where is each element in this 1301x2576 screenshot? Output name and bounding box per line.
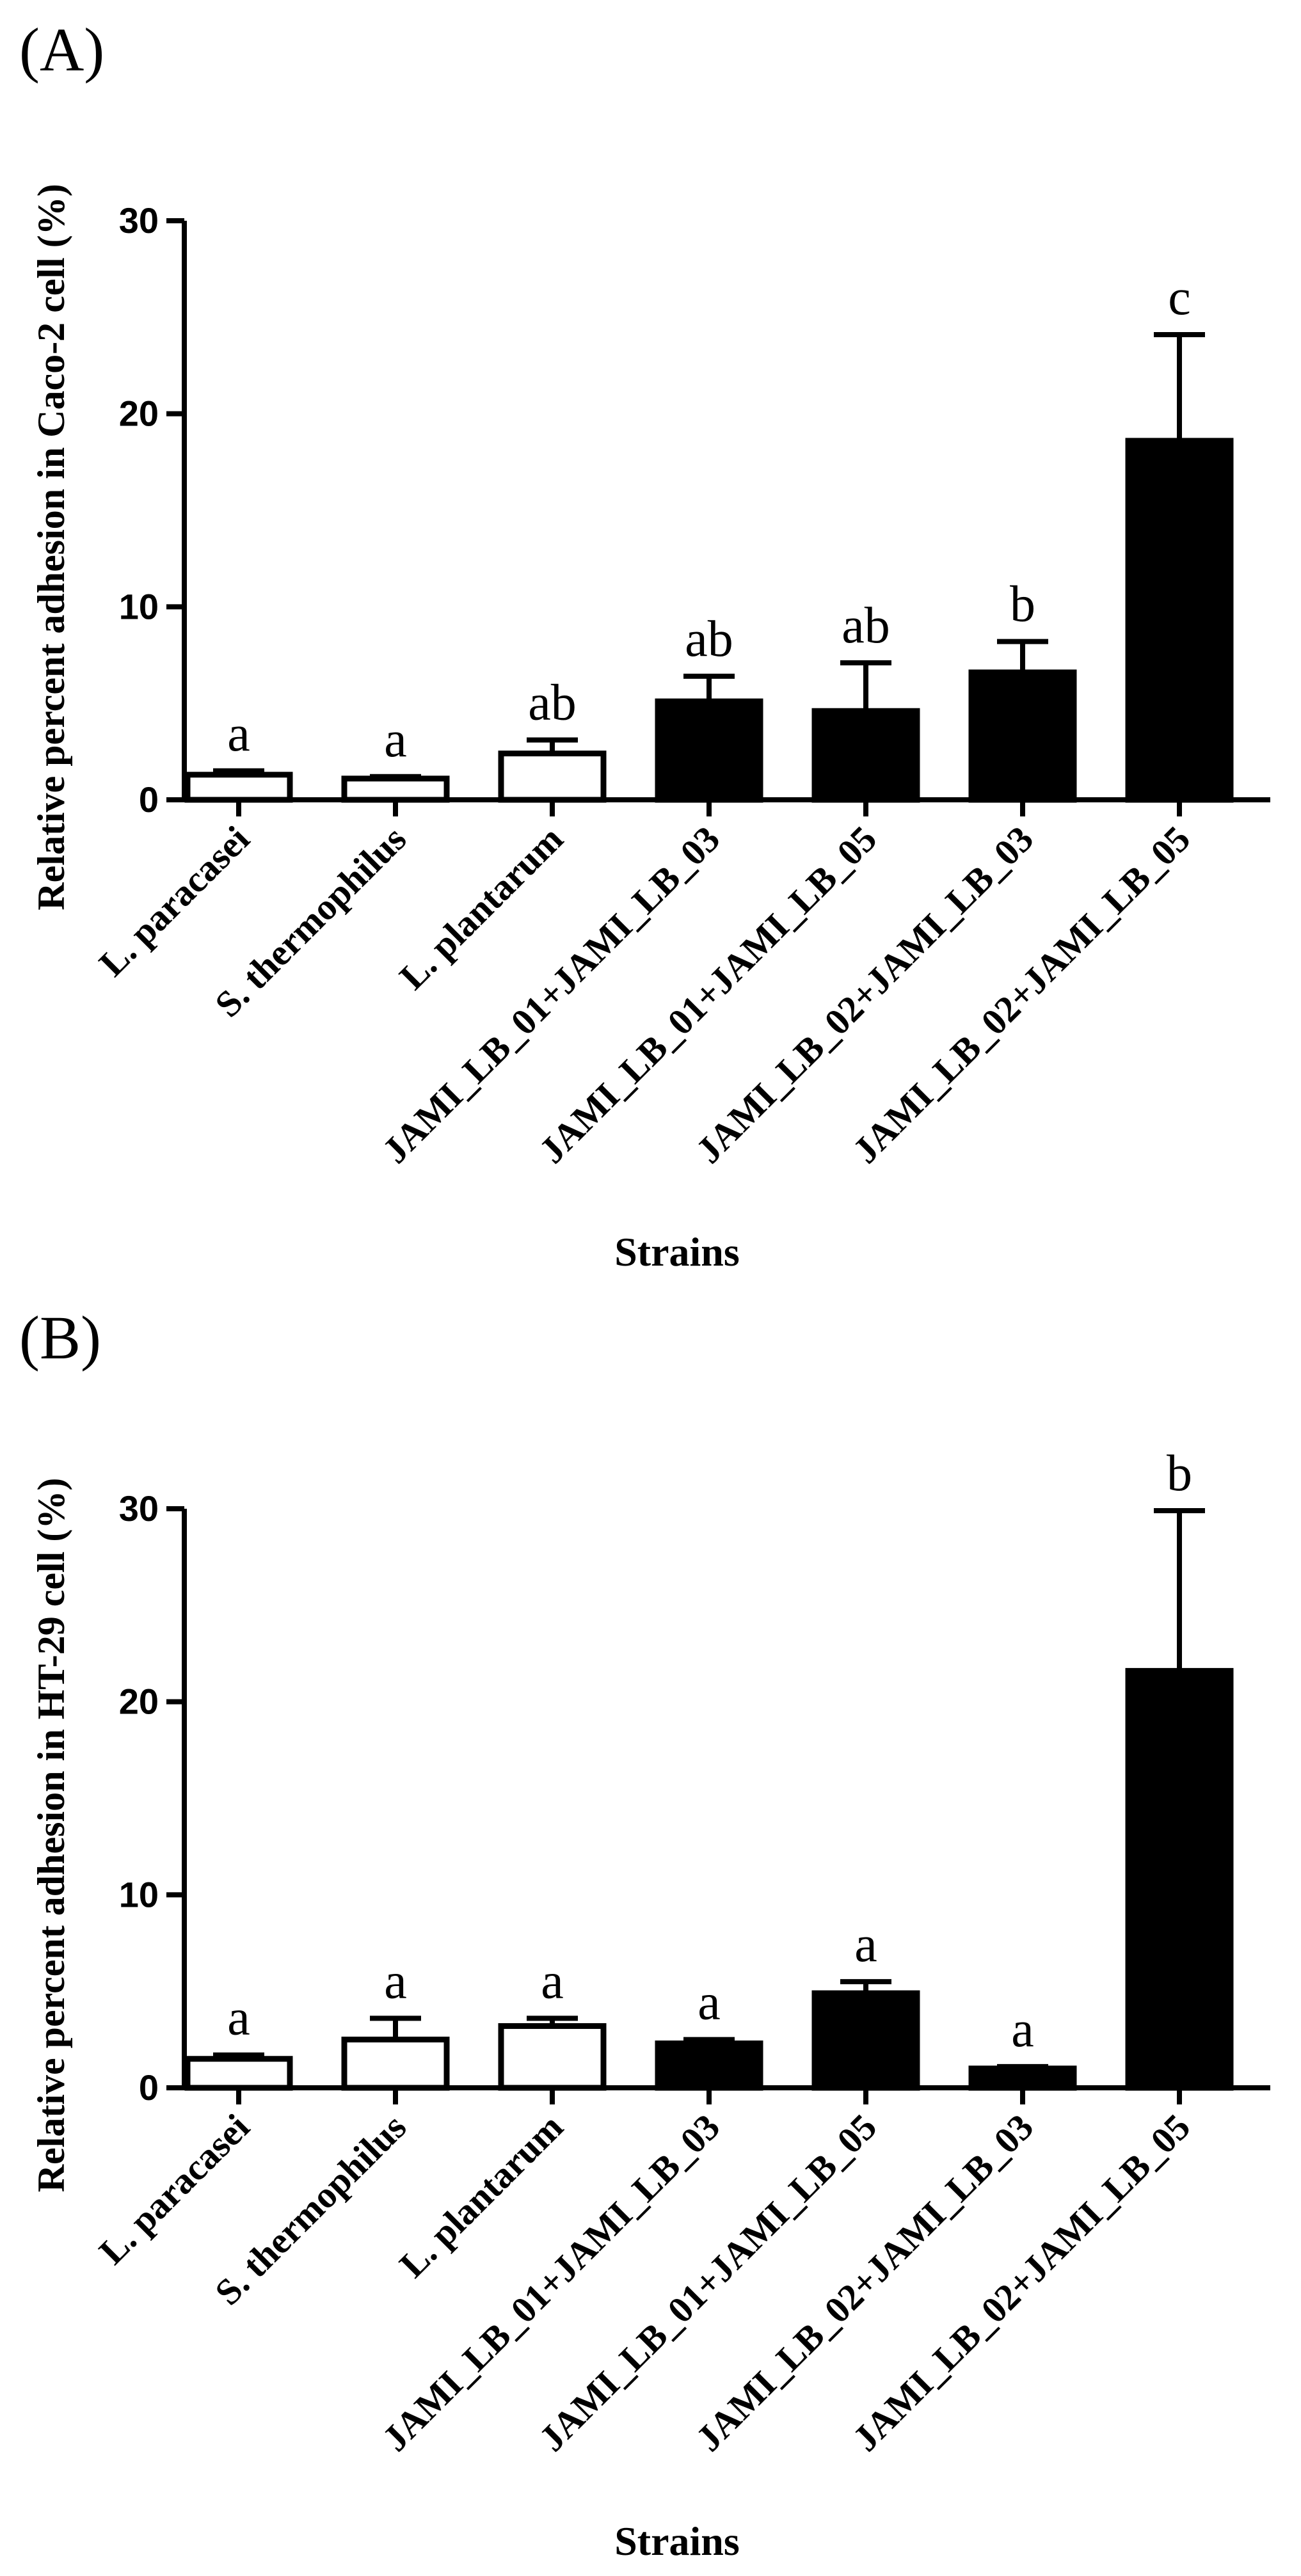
x-category-label: JAMI_LB_02+JAMI_LB_05 — [845, 2106, 1198, 2459]
chart-panel-a: (A) Relative percent adhesion in Caco-2 … — [19, 15, 1270, 1275]
x-axis-label: Strains — [614, 2518, 740, 2564]
bar — [184, 772, 293, 803]
y-tick-label: 10 — [119, 1874, 159, 1914]
y-axis-label: Relative percent adhesion in Caco-2 cell… — [30, 184, 72, 910]
x-category-label: L. plantarum — [392, 2106, 571, 2286]
y-axis-label: Relative percent adhesion in HT-29 cell … — [30, 1478, 72, 2193]
significance-label: a — [541, 1953, 564, 2009]
significance-label: b — [1010, 576, 1035, 633]
significance-label: a — [854, 1916, 877, 1973]
y-tick-label: 30 — [119, 1488, 159, 1529]
x-category-label: L. paracasei — [91, 818, 257, 984]
x-category-label: JAMI_LB_01+JAMI_LB_03 — [374, 2106, 728, 2459]
y-tick-label: 20 — [119, 1682, 159, 1722]
bar — [968, 2065, 1077, 2091]
significance-label: a — [384, 1953, 407, 2009]
significance-label: a — [1011, 2001, 1034, 2058]
bar — [811, 1990, 920, 2091]
bar — [655, 2040, 763, 2091]
bar — [184, 2056, 293, 2091]
panel-label: (B) — [19, 1303, 101, 1372]
x-category-label: JAMI_LB_02+JAMI_LB_03 — [688, 2106, 1041, 2459]
bar — [498, 751, 607, 803]
significance-label: c — [1168, 269, 1191, 326]
y-tick-label: 30 — [119, 200, 159, 241]
x-axis-label: Strains — [614, 1229, 740, 1275]
x-category-label: JAMI_LB_01+JAMI_LB_05 — [531, 2106, 884, 2459]
significance-label: a — [698, 1975, 721, 2031]
significance-label: b — [1167, 1445, 1192, 1502]
chart-panel-b: (B) Relative percent adhesion in HT-29 c… — [19, 1303, 1270, 2564]
bar — [341, 2037, 450, 2091]
significance-label: a — [227, 1990, 250, 2046]
bar — [341, 775, 450, 803]
x-category-label: JAMI_LB_01+JAMI_LB_03 — [374, 818, 728, 1171]
bar — [655, 698, 763, 803]
significance-label: ab — [685, 611, 733, 667]
x-category-label: JAMI_LB_02+JAMI_LB_03 — [688, 818, 1041, 1171]
y-tick-label: 10 — [119, 586, 159, 626]
significance-label: ab — [528, 674, 577, 731]
y-tick-label: 0 — [139, 779, 159, 820]
y-tick-label: 0 — [139, 2067, 159, 2108]
panel-label: (A) — [19, 15, 104, 84]
bar — [1125, 1667, 1234, 2091]
significance-label: a — [384, 712, 407, 768]
significance-label: a — [227, 706, 250, 762]
significance-label: ab — [842, 598, 890, 654]
x-category-label: JAMI_LB_02+JAMI_LB_05 — [845, 818, 1198, 1171]
bar — [498, 2023, 607, 2091]
y-tick-label: 20 — [119, 394, 159, 434]
x-category-label: L. plantarum — [392, 818, 571, 998]
x-category-label: JAMI_LB_01+JAMI_LB_05 — [531, 818, 884, 1171]
bar — [968, 669, 1077, 803]
x-category-label: L. paracasei — [91, 2106, 257, 2272]
bar — [811, 708, 920, 803]
bar — [1125, 438, 1234, 803]
